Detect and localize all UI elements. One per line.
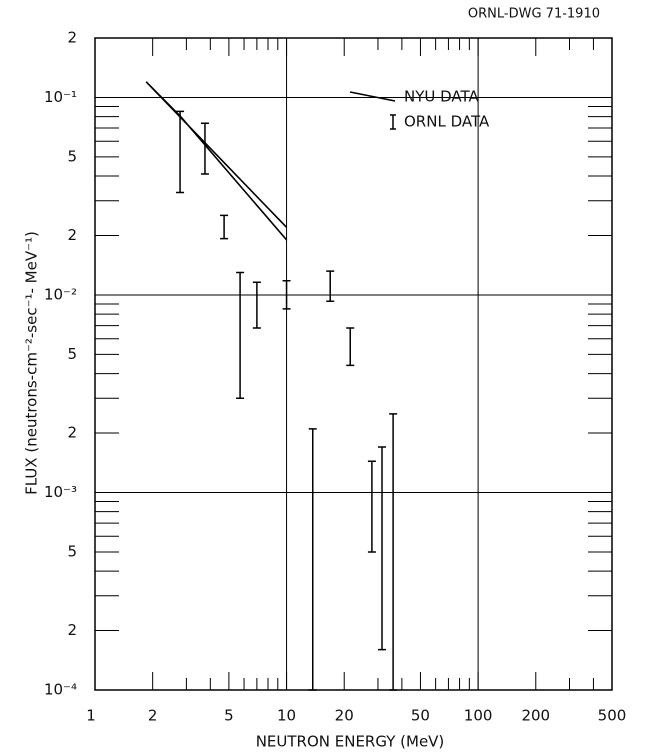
x-tick-label: 200	[521, 707, 550, 725]
error-bar	[220, 214, 229, 240]
y-tick-label: 5	[67, 345, 77, 363]
legend-line	[349, 91, 396, 102]
x-tick-label: 500	[598, 707, 627, 725]
error-bar	[200, 122, 209, 175]
plot-frame	[94, 37, 613, 691]
y-tick-label: 5	[67, 542, 77, 560]
error-bar	[308, 428, 317, 691]
legend-label: NYU DATA	[404, 88, 480, 106]
x-tick-label: 10	[277, 707, 296, 725]
y-tick-label: 2	[67, 424, 77, 442]
x-tick-label: 2	[148, 707, 158, 725]
x-tick-label: 50	[411, 707, 430, 725]
error-bar	[389, 413, 398, 691]
y-tick-label: 10⁻⁴	[44, 681, 77, 699]
error-bar	[252, 281, 261, 329]
x-tick-label: 100	[464, 707, 493, 725]
x-axis-label: NEUTRON ENERGY (MeV)	[256, 733, 445, 751]
y-tick-label: 10⁻²	[44, 285, 77, 303]
y-tick-label: 2	[67, 226, 77, 244]
x-tick-label: 5	[224, 707, 234, 725]
x-tick-label: 1	[86, 707, 96, 725]
error-bar	[236, 271, 245, 399]
error-bar	[326, 270, 335, 302]
y-axis-label: FLUX (neutrons-cm⁻²-sec⁻¹- MeV⁻¹)	[23, 231, 41, 495]
y-tick-label: 5	[67, 147, 77, 165]
y-tick-label: 2	[67, 29, 77, 47]
error-bar	[176, 110, 185, 194]
y-tick-label: 10⁻³	[44, 483, 77, 501]
drawing-number: ORNL-DWG 71-1910	[468, 7, 600, 22]
legend-errorbar	[390, 114, 396, 130]
error-bar	[346, 327, 355, 367]
legend-label: ORNL DATA	[404, 113, 490, 131]
error-bar	[282, 280, 291, 310]
x-tick-label: 20	[335, 707, 354, 725]
error-bar	[378, 446, 387, 651]
y-tick-label: 2	[67, 621, 77, 639]
error-bar	[367, 460, 376, 553]
y-tick-label: 10⁻¹	[44, 88, 77, 106]
nyu-line	[145, 81, 288, 241]
